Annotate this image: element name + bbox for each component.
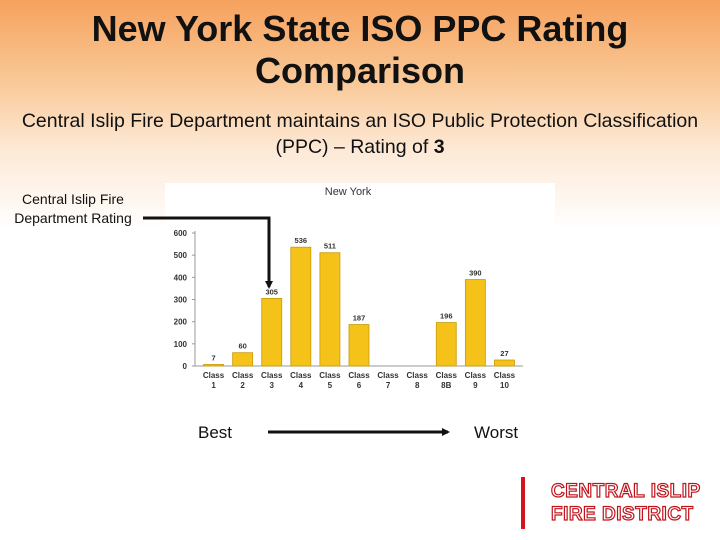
- rating-callout: Central Islip Fire Department Rating: [2, 190, 144, 228]
- bar: [319, 252, 341, 367]
- x-tick-label-bottom: 7: [386, 381, 391, 390]
- x-tick-label-bottom: 8: [415, 381, 420, 390]
- slide-subtitle: Central Islip Fire Department maintains …: [20, 108, 700, 160]
- bar: [290, 246, 312, 367]
- y-tick-label: 200: [174, 318, 188, 327]
- x-tick-label-top: Class: [465, 371, 487, 380]
- x-tick-label-top: Class: [494, 371, 516, 380]
- x-tick-label-top: Class: [348, 371, 370, 380]
- x-tick-label-top: Class: [407, 371, 429, 380]
- bar: [464, 279, 486, 367]
- data-label: 390: [469, 269, 482, 278]
- x-tick-label-top: Class: [203, 371, 225, 380]
- ppc-chart: New York 0 100 200 300 400 500 600 7 Class 1 60 Clas…: [165, 183, 555, 407]
- data-label: 536: [295, 236, 308, 245]
- slide-title: New York State ISO PPC Rating Comparison: [0, 8, 720, 92]
- bar: [435, 322, 457, 367]
- x-tick-label-bottom: 9: [473, 381, 478, 390]
- data-label: 187: [353, 314, 366, 323]
- ppc-chart-svg: New York01002003004005006007Class160Clas…: [174, 186, 523, 390]
- data-label: 7: [211, 353, 215, 362]
- logo-bar: [521, 477, 525, 529]
- title-line-2: Comparison: [254, 50, 466, 91]
- x-tick-label-bottom: 3: [270, 381, 275, 390]
- x-tick-label-top: Class: [232, 371, 254, 380]
- x-tick-label-bottom: 6: [357, 381, 362, 390]
- best-label: Best: [198, 423, 233, 442]
- callout-line-2: Department Rating: [14, 210, 132, 226]
- callout-line-1: Central Islip Fire: [22, 191, 124, 207]
- logo-text-line-1: CENTRAL ISLIP: [550, 480, 701, 502]
- data-label: 27: [500, 349, 508, 358]
- y-tick-label: 500: [174, 251, 188, 260]
- bar: [203, 364, 224, 367]
- bar: [348, 324, 370, 367]
- x-tick-label-bottom: 8B: [441, 381, 451, 390]
- y-tick-label: 100: [174, 340, 188, 349]
- x-tick-label-top: Class: [290, 371, 312, 380]
- x-tick-label-bottom: 5: [328, 381, 333, 390]
- bar: [232, 352, 254, 367]
- worst-label: Worst: [474, 423, 519, 442]
- x-tick-label-bottom: 2: [240, 381, 245, 390]
- data-label: 305: [265, 287, 278, 296]
- x-tick-label-top: Class: [436, 371, 458, 380]
- data-label: 196: [440, 312, 453, 321]
- data-label: 60: [238, 342, 246, 351]
- subtitle-text: Central Islip Fire Department maintains …: [21, 110, 699, 158]
- y-tick-label: 300: [174, 296, 188, 305]
- y-tick-label: 400: [174, 273, 188, 282]
- title-line-1: New York State ISO PPC Rating: [91, 8, 629, 49]
- x-tick-label-top: Class: [261, 371, 283, 380]
- x-tick-label-bottom: 4: [299, 381, 304, 390]
- y-tick-label: 0: [183, 362, 188, 371]
- x-tick-label-bottom: 1: [211, 381, 216, 390]
- bar: [494, 359, 515, 367]
- subtitle-rating: 3: [433, 136, 445, 158]
- x-tick-label-bottom: 10: [500, 381, 509, 390]
- x-tick-label-top: Class: [377, 371, 399, 380]
- bar: [261, 297, 283, 367]
- x-tick-label-top: Class: [319, 371, 341, 380]
- data-label: 511: [324, 242, 336, 251]
- y-tick-label: 600: [174, 229, 188, 238]
- chart-title: New York: [325, 186, 372, 198]
- logo-text-line-2: FIRE DISTRICT: [550, 503, 694, 525]
